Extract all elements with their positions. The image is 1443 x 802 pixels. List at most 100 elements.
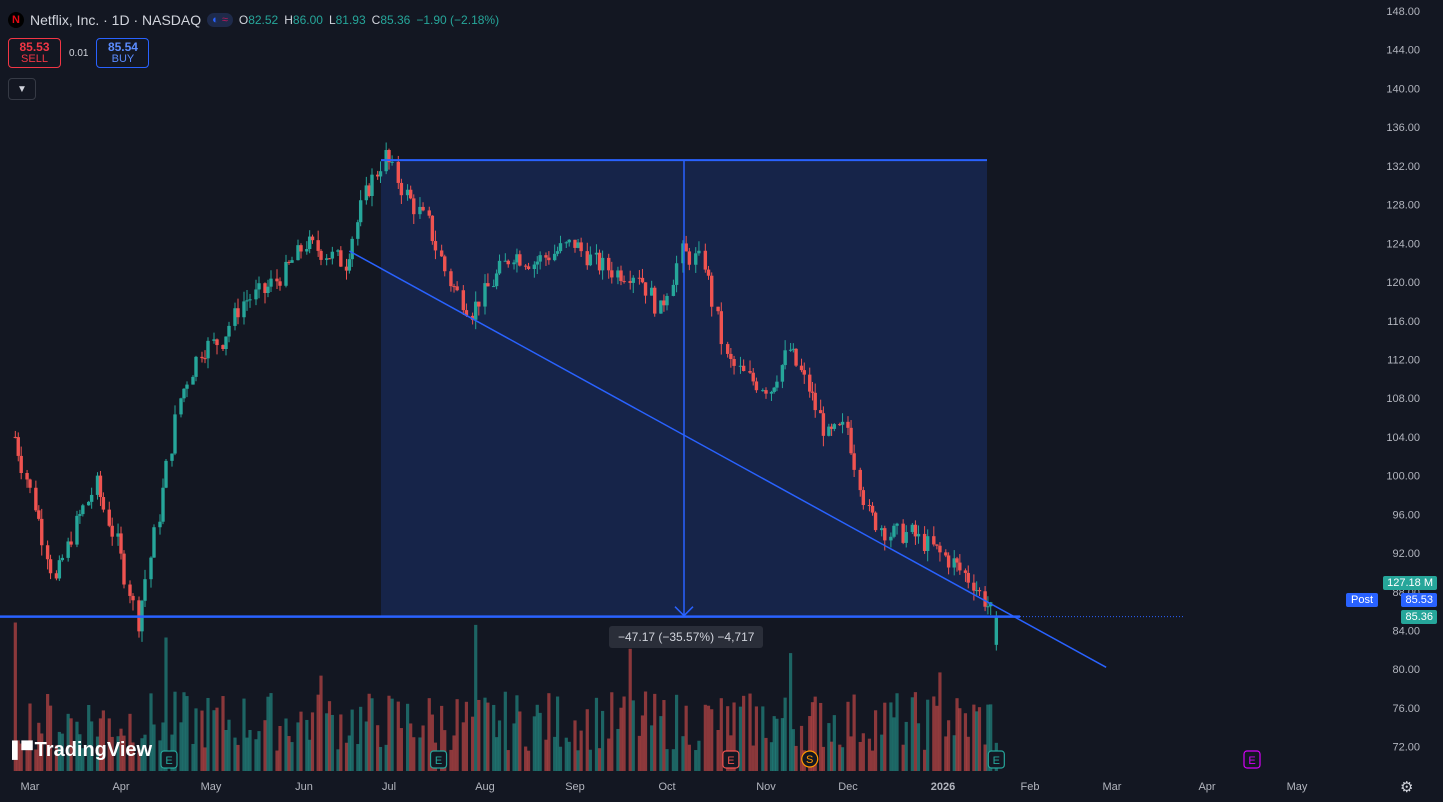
volume-bar: [81, 748, 85, 771]
volume-bar: [191, 743, 195, 771]
volume-bar: [518, 711, 522, 771]
candle-body: [206, 340, 210, 359]
earnings-marker: [722, 750, 740, 769]
volume-bar: [421, 725, 425, 771]
volume-bar: [932, 696, 936, 771]
volume-bar: [553, 736, 557, 771]
candle-body: [729, 353, 733, 360]
volume-bar: [547, 693, 551, 771]
candle-body: [938, 545, 942, 553]
candle-body: [910, 524, 915, 533]
gear-icon[interactable]: ⚙: [1400, 779, 1414, 796]
volume-bar: [396, 701, 400, 771]
price-axis[interactable]: 148.00 144.00 140.00 136.00 132.00 128.00 124.…: [1386, 6, 1420, 754]
candle-body: [358, 200, 363, 223]
candle-body: [54, 573, 59, 579]
volume-bar: [535, 704, 539, 771]
earnings-marker-label: E: [727, 755, 734, 767]
candle-body: [653, 287, 657, 314]
candle-body: [640, 277, 645, 283]
candle-body: [681, 243, 685, 264]
volume-bar: [370, 698, 374, 771]
candle-body: [725, 344, 730, 354]
candle-body: [452, 286, 456, 288]
candle-body: [212, 339, 216, 341]
candle-body: [808, 374, 812, 392]
candle-body: [840, 421, 845, 425]
volume-bar: [158, 740, 162, 771]
candle-body: [75, 515, 79, 545]
volume-bar: [107, 718, 111, 771]
candle-body: [215, 339, 219, 346]
candle-body: [659, 300, 663, 314]
candle-body: [203, 358, 207, 360]
volume-bar: [310, 712, 315, 771]
volume-bar: [622, 696, 626, 771]
candle-body: [48, 559, 53, 574]
candle-body: [607, 257, 611, 271]
volume-bar: [573, 720, 577, 771]
volume-bar: [492, 704, 496, 771]
volume-bar: [588, 749, 592, 771]
volume-bar: [972, 704, 976, 771]
market-status-pill[interactable]: ◐ ≈: [207, 13, 233, 27]
candle-body: [263, 283, 267, 293]
candle-body: [164, 460, 168, 488]
candle-body: [710, 275, 714, 307]
candle-body: [532, 264, 537, 269]
candle-body: [846, 421, 850, 428]
volume-bar: [308, 739, 312, 771]
volume-bar: [164, 637, 168, 771]
buy-button[interactable]: 85.54 BUY: [96, 38, 150, 68]
volume-bar: [732, 702, 736, 771]
candle-body: [344, 266, 349, 271]
volume-bar: [791, 729, 795, 771]
volume-bar: [637, 735, 641, 771]
symbol-legend: N Netflix, Inc. · 1D · NASDAQ ◐ ≈ O82.52…: [8, 12, 499, 28]
volume-bar: [576, 750, 580, 771]
volume-bar: [25, 750, 29, 771]
symbol-title[interactable]: Netflix, Inc. · 1D · NASDAQ: [30, 12, 202, 28]
candle-body: [794, 348, 798, 366]
candle-body: [227, 325, 231, 337]
drawings[interactable]: [0, 159, 1185, 668]
candle-body: [275, 278, 279, 282]
candle-body: [783, 350, 787, 366]
volume-bar: [989, 704, 993, 771]
candle-body: [45, 545, 50, 560]
tradingview-logo[interactable]: ▌▀ TradingView: [12, 739, 153, 761]
candle-body: [597, 252, 602, 271]
volume-bar: [122, 735, 126, 771]
candle-body: [278, 281, 282, 286]
time-tick-label: Apr: [1198, 781, 1215, 793]
earnings-marker: [160, 750, 178, 769]
volume-bar: [849, 736, 853, 771]
candle-body: [40, 518, 44, 546]
volume-bar: [694, 750, 698, 771]
candle-body: [518, 254, 522, 266]
volume-bar: [224, 730, 228, 771]
time-tick-label: Jun: [295, 781, 313, 793]
candle-body: [754, 381, 759, 391]
sell-button[interactable]: 85.53 SELL: [8, 38, 61, 68]
volume-bar: [227, 719, 231, 771]
candle-body: [34, 487, 38, 511]
volume-bar: [427, 698, 431, 771]
volume-bar: [60, 733, 64, 771]
time-axis[interactable]: Mar Apr May Jun Jul Aug Sep Oct Nov Dec 2026 Feb Mar…: [21, 781, 1308, 793]
candle-body: [19, 455, 23, 473]
volume-bar: [764, 737, 768, 771]
candle-body: [818, 410, 823, 414]
volume-bar: [789, 653, 793, 771]
volume-bar: [477, 699, 481, 771]
volume-bar: [269, 693, 273, 771]
candle-body: [179, 398, 183, 415]
candle-body: [719, 311, 723, 345]
event-markers[interactable]: E E E E ES: [160, 750, 1261, 769]
candle-body: [13, 436, 18, 438]
candle-body: [963, 570, 968, 573]
collapse-legend-button[interactable]: ▼: [8, 78, 36, 100]
candle-body: [538, 255, 542, 262]
candle-body: [892, 525, 896, 537]
